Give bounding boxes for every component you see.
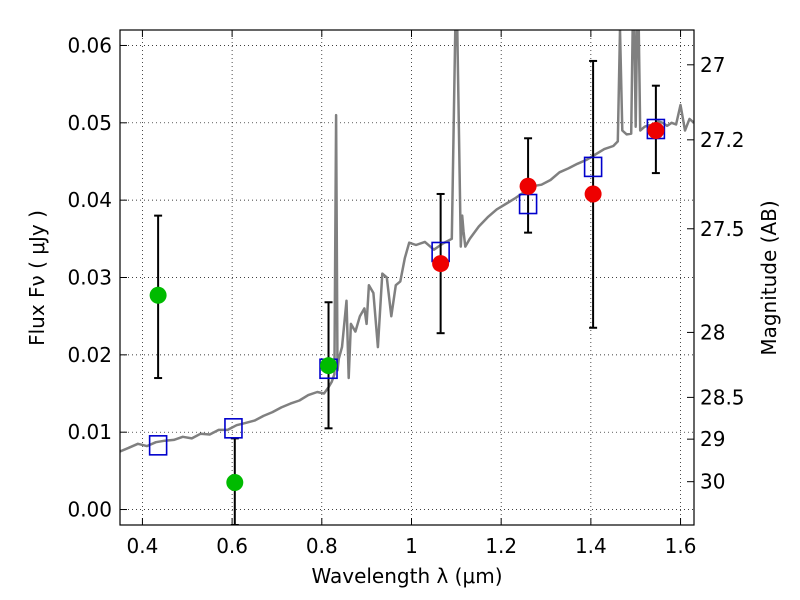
y-tick-label: 0.04	[67, 188, 112, 212]
plot-frame	[119, 29, 695, 526]
y2-tick-label: 28.5	[700, 385, 745, 409]
photometry-point	[226, 473, 244, 491]
y-tick-label: 0.03	[67, 266, 112, 290]
spectrum-line	[120, 30, 694, 453]
model-square-marker	[148, 435, 168, 456]
y-tick-label: 0.01	[67, 420, 112, 444]
x-tick-label: 1	[405, 534, 418, 558]
y-tick-label: 0.00	[67, 498, 112, 522]
photometry-point	[320, 357, 338, 375]
ticks	[120, 30, 694, 525]
photometry-point	[432, 255, 450, 273]
y-tick-label: 0.02	[67, 343, 112, 367]
y2-tick-label: 27.2	[700, 128, 745, 152]
photometry-point	[647, 122, 665, 140]
model-square-marker	[224, 418, 243, 439]
x-tick-label: 1.6	[665, 534, 697, 558]
grid	[120, 30, 694, 525]
y-axis-title: Flux Fν ( μJy )	[25, 210, 49, 346]
y2-axis-title: Magnitude (AB)	[757, 200, 781, 355]
spectrum-layer	[120, 30, 694, 453]
y2-tick-label: 27	[700, 53, 725, 77]
x-tick-label: 0.8	[306, 534, 338, 558]
y2-tick-label: 28	[700, 320, 725, 344]
y2-tick-label: 30	[700, 470, 725, 494]
y2-tick-label: 27.5	[700, 217, 745, 241]
tick-labels: 0.4 0.6 0.8 1 1.2 1.4 1.6 0.00 0.01 0.02 0.03 0.04 0…	[67, 33, 744, 558]
y2-tick-label: 29	[700, 427, 725, 451]
errorbar-layer	[154, 59, 660, 525]
y-tick-label: 0.05	[67, 111, 112, 135]
photometry-point	[519, 177, 537, 195]
x-tick-label: 0.4	[127, 534, 159, 558]
photometry-point	[584, 185, 602, 203]
marker-layer	[148, 118, 666, 491]
y-tick-label: 0.06	[67, 33, 112, 57]
x-tick-label: 1.4	[575, 534, 607, 558]
x-tick-label: 1.2	[485, 534, 517, 558]
model-square-marker	[583, 156, 603, 178]
x-axis-title: Wavelength λ (μm)	[311, 564, 502, 588]
x-tick-label: 0.6	[216, 534, 248, 558]
photometry-point	[149, 286, 167, 304]
